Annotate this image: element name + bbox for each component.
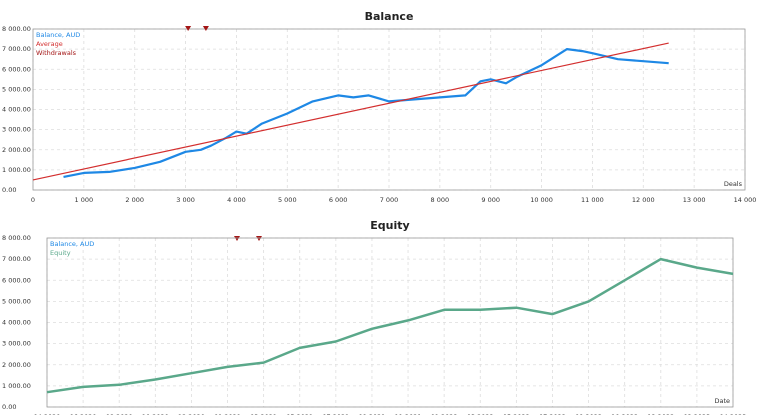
x-tick-label: 05.2021 xyxy=(286,413,313,415)
x-tick-label: 03.2022 xyxy=(467,413,494,415)
y-tick-label: 6 000.00 xyxy=(2,65,31,73)
x-tick-label: 09.2022 xyxy=(575,413,602,415)
withdrawal-marker xyxy=(185,26,192,31)
chart-title: Balance xyxy=(365,10,414,23)
x-tick-label: 8 000 xyxy=(431,196,450,204)
y-tick-label: 4 000.00 xyxy=(2,106,31,114)
x-tick-label: 12.2020 xyxy=(178,413,205,415)
plot-frame xyxy=(46,237,734,408)
y-tick-label: 7 000.00 xyxy=(2,255,31,263)
withdrawal-marker xyxy=(234,236,240,241)
legend-entry: Withdrawals xyxy=(36,49,77,57)
y-tick-label: 7 000.00 xyxy=(2,45,31,53)
x-tick-label: 9 000 xyxy=(481,196,500,204)
y-tick-label: 0.00 xyxy=(2,186,16,194)
x-tick-label: 13 000 xyxy=(683,196,706,204)
series-line xyxy=(32,42,669,181)
y-tick-label: 1 000.00 xyxy=(2,166,31,174)
y-tick-label: 4 000.00 xyxy=(2,319,31,327)
plot-frame xyxy=(32,28,746,191)
x-tick-label: 3 000 xyxy=(176,196,195,204)
x-tick-label: 11 000 xyxy=(581,196,604,204)
legend-entry: Average xyxy=(36,40,63,48)
x-tick-label: 2 000 xyxy=(125,196,144,204)
y-tick-label: 6 000.00 xyxy=(2,276,31,284)
y-tick-label: 8 000.00 xyxy=(2,234,31,242)
x-tick-label: 12 000 xyxy=(632,196,655,204)
x-tick-label: 10.2022 xyxy=(611,413,638,415)
withdrawal-marker xyxy=(256,236,262,241)
x-tick-label: 07.2022 xyxy=(539,413,566,415)
y-tick-label: 0.00 xyxy=(2,403,16,411)
y-tick-label: 2 000.00 xyxy=(2,146,31,154)
x-tick-label: 08.2020 xyxy=(106,413,133,415)
x-tick-label: 04.2020 xyxy=(34,413,61,415)
x-tick-label: 14 000 xyxy=(734,196,757,204)
y-tick-label: 8 000.00 xyxy=(2,25,31,33)
series-line xyxy=(63,48,669,178)
legend-entry: Equity xyxy=(50,249,71,257)
legend-entry: Balance, AUD xyxy=(36,31,80,39)
x-axis-label: Date xyxy=(714,397,730,405)
y-tick-label: 5 000.00 xyxy=(2,297,31,305)
x-tick-label: 09.2021 xyxy=(359,413,386,415)
series-line xyxy=(46,257,734,394)
x-tick-label: 5 000 xyxy=(278,196,297,204)
x-tick-label: 6 000 xyxy=(329,196,348,204)
x-tick-label: 7 000 xyxy=(380,196,399,204)
x-tick-label: 07.2021 xyxy=(322,413,349,415)
y-tick-label: 3 000.00 xyxy=(2,126,31,134)
x-tick-label: 10 000 xyxy=(530,196,553,204)
x-tick-label: 10.2020 xyxy=(142,413,169,415)
chart-title: Equity xyxy=(370,219,409,232)
x-tick-label: 4 000 xyxy=(227,196,246,204)
x-tick-label: 04.2023 xyxy=(720,413,747,415)
y-tick-label: 5 000.00 xyxy=(2,85,31,93)
x-tick-label: 12.2022 xyxy=(647,413,674,415)
withdrawal-marker xyxy=(202,26,209,31)
x-tick-label: 05.2022 xyxy=(503,413,530,415)
y-tick-label: 1 000.00 xyxy=(2,382,31,390)
x-tick-label: 01.2022 xyxy=(431,413,458,415)
x-tick-label: 01.2021 xyxy=(214,413,241,415)
x-axis-label: Deals xyxy=(724,180,743,188)
x-tick-label: 11.2021 xyxy=(395,413,422,415)
y-tick-label: 2 000.00 xyxy=(2,361,31,369)
x-tick-label: 06.2020 xyxy=(70,413,97,415)
x-tick-label: 03.2021 xyxy=(250,413,277,415)
x-tick-label: 1 000 xyxy=(75,196,94,204)
x-tick-label: 02.2023 xyxy=(683,413,710,415)
legend-title: Balance, AUD xyxy=(50,240,94,248)
y-tick-label: 3 000.00 xyxy=(2,340,31,348)
x-tick-label: 0 xyxy=(31,196,35,204)
